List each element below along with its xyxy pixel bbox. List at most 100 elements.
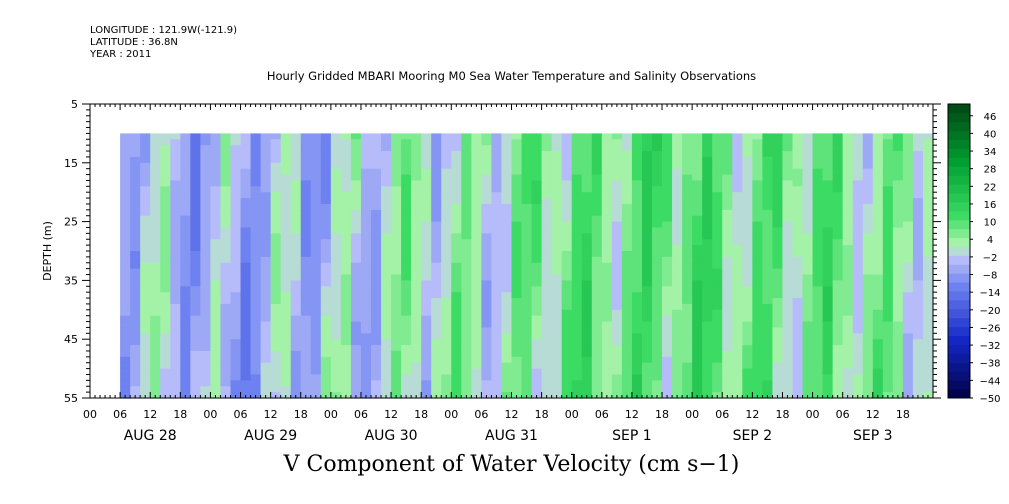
heatmap-cell — [802, 386, 814, 393]
heatmap-cell — [240, 303, 252, 311]
heatmap-cell — [912, 151, 924, 158]
heatmap-cell — [702, 139, 713, 146]
heatmap-cell — [200, 156, 212, 164]
heatmap-cell — [190, 292, 201, 299]
heatmap-cell — [511, 268, 523, 276]
heatmap-cell — [401, 315, 412, 323]
heatmap-cell — [571, 145, 583, 152]
heatmap-cell — [371, 327, 382, 334]
heatmap-cell — [672, 251, 683, 258]
heatmap-cell — [732, 345, 743, 352]
heatmap-cell — [722, 174, 733, 182]
heatmap-cell — [531, 362, 543, 370]
heatmap-cell — [451, 303, 462, 311]
day-label: SEP 2 — [733, 428, 773, 444]
heatmap-cell — [862, 192, 874, 199]
heatmap-cell — [782, 227, 794, 234]
heatmap-cell — [822, 186, 834, 193]
heatmap-cell — [752, 168, 763, 176]
heatmap-cell — [190, 168, 201, 176]
heatmap-cell — [170, 321, 181, 329]
heatmap-cell — [872, 345, 884, 352]
heatmap-cell — [160, 139, 171, 146]
heatmap-cell — [631, 386, 643, 393]
heatmap-cell — [381, 256, 392, 264]
heatmap-cell — [360, 251, 372, 258]
heatmap-cell — [551, 309, 563, 317]
heatmap-cell — [581, 198, 593, 205]
heatmap-cell — [892, 356, 904, 364]
heatmap-cell — [511, 192, 523, 199]
x-tick-label: 06 — [474, 408, 488, 421]
heatmap-cell — [200, 356, 212, 364]
heatmap-cell — [692, 139, 703, 146]
heatmap-cell — [330, 286, 342, 293]
heatmap-cell — [762, 339, 774, 346]
heatmap-cell — [250, 174, 262, 182]
heatmap-cell — [842, 233, 854, 240]
heatmap-cell — [130, 192, 141, 199]
heatmap-cell — [832, 174, 844, 182]
heatmap-cell — [601, 239, 613, 246]
heatmap-cell — [782, 256, 794, 264]
heatmap-cell — [371, 362, 382, 370]
heatmap-cell — [511, 233, 523, 240]
heatmap-cell — [812, 168, 824, 176]
heatmap-cell — [310, 303, 322, 311]
colorbar-swatch — [948, 282, 970, 292]
heatmap-cell — [742, 333, 753, 340]
heatmap-cell — [672, 245, 683, 252]
heatmap-cell — [360, 256, 372, 264]
heatmap-cell — [310, 321, 322, 329]
heatmap-cell — [481, 198, 493, 205]
heatmap-cell — [732, 145, 743, 152]
heatmap-cell — [441, 203, 452, 211]
heatmap-cell — [842, 133, 854, 140]
heatmap-cell — [290, 145, 302, 152]
heatmap-cell — [722, 315, 733, 323]
heatmap-cell — [481, 386, 493, 393]
heatmap-cell — [421, 315, 432, 323]
heatmap-cell — [652, 209, 663, 217]
heatmap-cell — [762, 168, 774, 176]
heatmap-cell — [662, 233, 673, 240]
heatmap-cell — [561, 203, 573, 211]
heatmap-cell — [742, 168, 753, 176]
heatmap-cell — [511, 315, 523, 323]
x-tick-label: 00 — [806, 408, 820, 421]
heatmap-cell — [391, 151, 402, 158]
heatmap-cell — [521, 386, 533, 393]
heatmap-cell — [491, 286, 503, 293]
heatmap-cell — [441, 233, 452, 240]
heatmap-cell — [130, 292, 141, 299]
heatmap-cell — [441, 239, 452, 246]
heatmap-cell — [330, 339, 342, 346]
heatmap-cell — [561, 362, 573, 370]
heatmap-cell — [340, 251, 352, 258]
heatmap-cell — [130, 345, 141, 352]
heatmap-cell — [431, 309, 442, 317]
heatmap-cell — [501, 168, 513, 176]
heatmap-cell — [381, 303, 392, 311]
heatmap-cell — [360, 327, 372, 334]
heatmap-cell — [621, 156, 633, 164]
heatmap-cell — [170, 192, 181, 199]
heatmap-cell — [521, 162, 533, 170]
heatmap-cell — [792, 139, 804, 146]
heatmap-cell — [641, 256, 653, 264]
heatmap-cell — [511, 133, 523, 140]
heatmap-cell — [190, 215, 201, 223]
heatmap-cell — [652, 356, 663, 364]
heatmap-cell — [792, 321, 804, 329]
heatmap-cell — [210, 374, 222, 381]
x-tick-label: 18 — [414, 408, 428, 421]
heatmap-cell — [852, 345, 864, 352]
heatmap-cell — [641, 280, 653, 287]
heatmap-cell — [752, 156, 763, 164]
heatmap-cell — [461, 133, 472, 140]
heatmap-cell — [350, 315, 362, 323]
heatmap-cell — [732, 239, 743, 246]
heatmap-cell — [350, 239, 362, 246]
heatmap-cell — [270, 162, 282, 170]
heatmap-cell — [702, 156, 713, 164]
